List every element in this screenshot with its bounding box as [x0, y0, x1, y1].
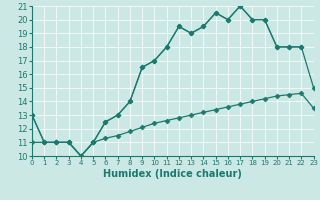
X-axis label: Humidex (Indice chaleur): Humidex (Indice chaleur) — [103, 169, 242, 179]
